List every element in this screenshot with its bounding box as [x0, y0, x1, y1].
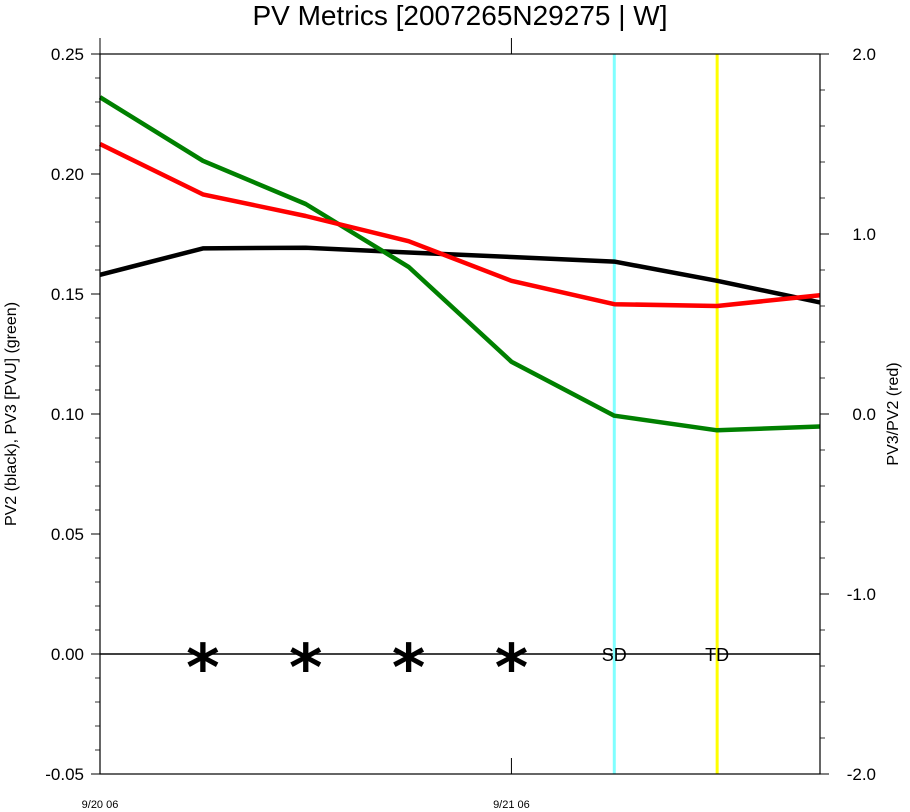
series-line-pv3 [98, 95, 821, 433]
star-marker: * [186, 632, 219, 706]
vertical-marker-label: SD [602, 645, 627, 665]
right-tick-label: 2.0 [852, 45, 876, 64]
left-tick-label: 0.05 [51, 525, 84, 544]
series-line-ratio [99, 141, 821, 309]
x-tick-label: 9/21 06 [493, 799, 530, 811]
series-line-pv2 [99, 245, 821, 305]
tick-layer: 0.25 0.20 0.15 0.10 0.05 0.00 -0.05 2.0 1.0 0.0 -1… [45, 38, 876, 811]
left-tick-label: 0.15 [51, 285, 84, 304]
right-tick-label: 0.0 [852, 405, 876, 424]
left-tick-label: 0.00 [51, 645, 84, 664]
vertical-marker-label: TD [705, 645, 729, 665]
chart-title: PV Metrics [2007265N29275 | W] [252, 0, 667, 31]
left-tick-label: 0.20 [51, 165, 84, 184]
series-layer [98, 95, 821, 433]
left-tick-label: 0.10 [51, 405, 84, 424]
star-marker: * [495, 632, 528, 706]
star-layer: * * * * [186, 632, 528, 706]
star-marker: * [289, 632, 322, 706]
x-tick-label: 9/20 06 [82, 799, 119, 811]
star-marker: * [392, 632, 425, 706]
left-tick-label: -0.05 [45, 765, 84, 784]
right-tick-label: -1.0 [847, 585, 876, 604]
left-axis-label: PV2 (black), PV3 [PVU] (green) [3, 302, 20, 526]
right-tick-label: 1.0 [852, 225, 876, 244]
right-tick-label: -2.0 [847, 765, 876, 784]
left-tick-label: 0.25 [51, 45, 84, 64]
right-axis-label: PV3/PV2 (red) [885, 362, 902, 465]
plot-frame [99, 53, 821, 775]
